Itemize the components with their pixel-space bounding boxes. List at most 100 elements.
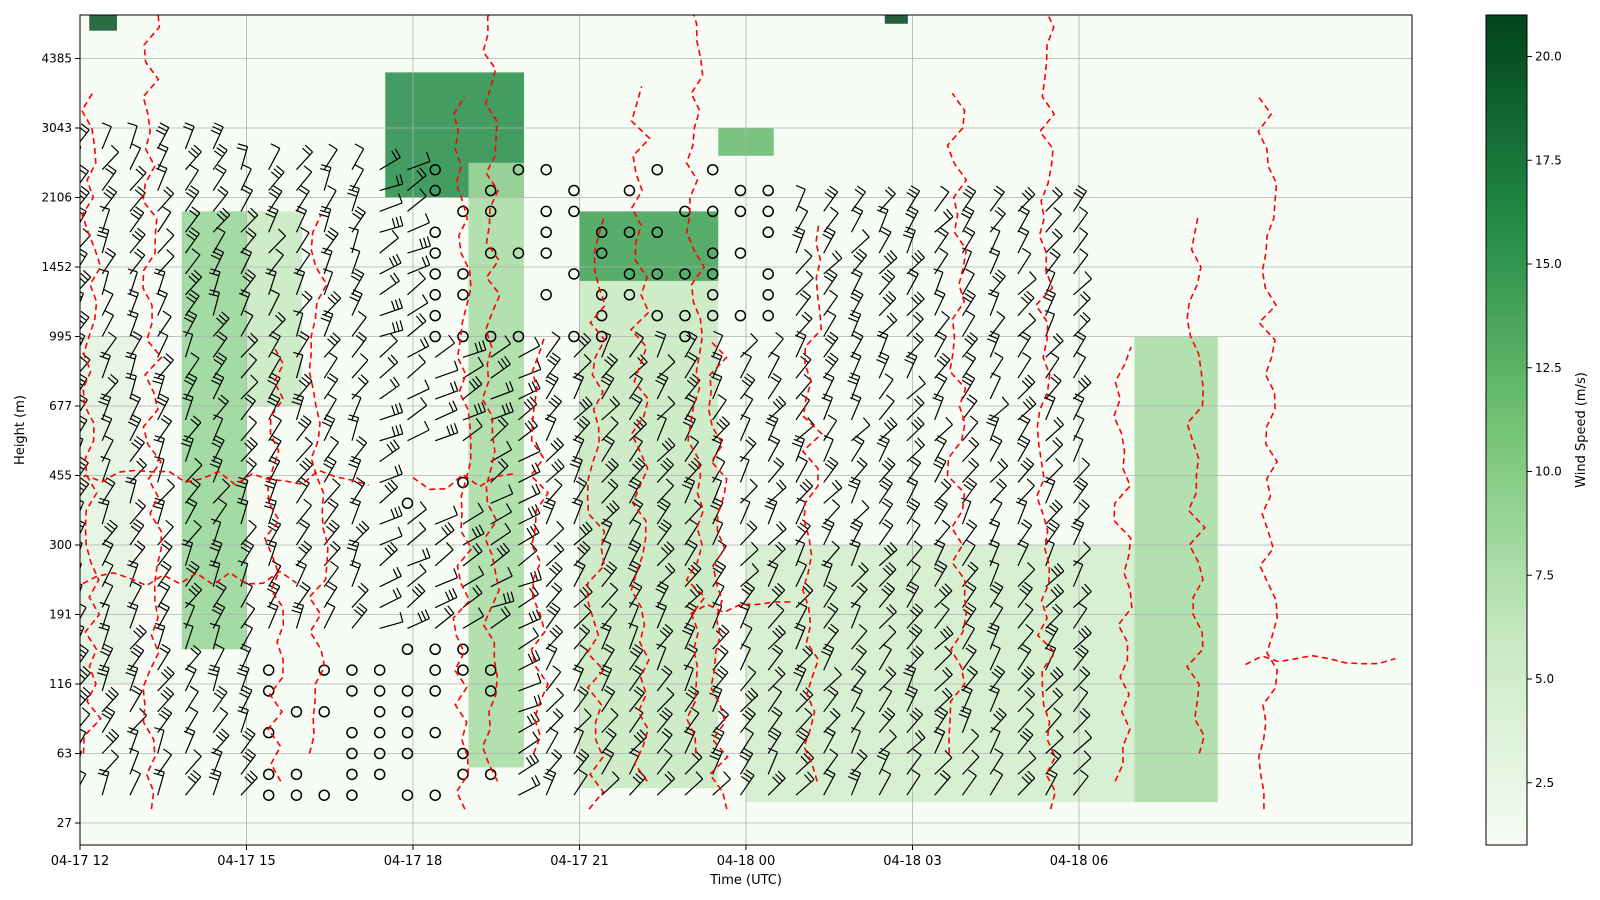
wind-barb	[127, 122, 138, 150]
wind-barb	[323, 227, 339, 254]
calm-circle	[373, 685, 386, 697]
wind-barb	[1073, 541, 1091, 567]
calm-circle	[429, 664, 441, 676]
wind-barb	[767, 435, 781, 462]
calm-circle	[346, 789, 358, 801]
wind-barb	[1045, 352, 1060, 379]
wind-barb	[823, 686, 839, 713]
wind-barb	[656, 707, 673, 734]
calm-circle	[457, 664, 469, 676]
wind-barb	[181, 539, 194, 567]
wind-barb	[739, 373, 756, 400]
calm-circle	[568, 330, 580, 343]
wind-barb	[240, 207, 259, 233]
wind-barb	[961, 310, 976, 337]
wind-barb	[435, 360, 459, 379]
wind-barb	[1017, 226, 1030, 254]
wind-barb	[878, 582, 896, 608]
wind-barb	[710, 497, 724, 525]
calm-circle	[401, 789, 414, 801]
wind-barb	[906, 645, 924, 671]
wind-barb	[906, 185, 921, 212]
wind-barb	[1017, 186, 1036, 212]
wind-barb	[934, 330, 947, 358]
wind-barb	[80, 644, 89, 664]
wind-barb	[320, 309, 334, 337]
wind-barb	[1073, 271, 1092, 296]
calm-circle	[290, 789, 303, 801]
calm-circle	[734, 309, 747, 322]
calm-circle	[568, 184, 580, 197]
wind-barb	[490, 503, 512, 525]
wind-barb	[19, 290, 30, 316]
wind-barb	[961, 185, 977, 212]
wind-barb	[850, 749, 868, 775]
wind-barb	[573, 415, 591, 442]
wind-barb	[1045, 583, 1065, 608]
wind-barb	[351, 374, 369, 400]
wind-barb	[934, 416, 953, 442]
wind-barb	[47, 144, 59, 170]
wind-barb	[490, 355, 511, 379]
wind-barb	[850, 644, 867, 671]
calm-circle	[401, 685, 414, 697]
wind-barb	[323, 393, 337, 421]
wind-barb	[351, 602, 368, 629]
wind-barb	[129, 685, 143, 713]
wind-barb	[767, 479, 787, 504]
wind-barb	[295, 185, 310, 212]
wind-barb	[184, 289, 200, 316]
wind-barb	[739, 414, 751, 441]
wind-barb	[905, 581, 920, 608]
wind-barb	[268, 165, 285, 191]
wind-barb	[906, 497, 921, 525]
calm-circle	[457, 205, 469, 218]
wind-barb	[184, 415, 202, 442]
wind-barb	[961, 331, 979, 358]
wind-barb	[1072, 185, 1087, 212]
wind-barb	[155, 393, 170, 421]
wind-barb	[1045, 457, 1064, 483]
wind-barb	[379, 272, 400, 296]
wind-barb	[490, 381, 514, 400]
wind-barb	[1017, 331, 1032, 358]
wind-barb	[795, 560, 808, 587]
wind-barb	[878, 249, 898, 275]
calm-circle	[346, 685, 358, 697]
wind-barb	[823, 268, 838, 296]
wind-barb	[19, 353, 32, 379]
wind-barb	[490, 440, 513, 463]
wind-barb	[989, 560, 1000, 587]
wind-barb	[80, 164, 89, 184]
wind-barb	[656, 478, 674, 504]
wind-barb	[961, 477, 978, 504]
wind-barb	[0, 644, 1, 670]
x-tick-label: 04-17 21	[550, 854, 608, 869]
wind-barb	[211, 602, 226, 629]
wind-barb	[1017, 271, 1037, 296]
wind-barb	[240, 394, 256, 421]
wind-barb	[1073, 729, 1093, 754]
wind-barb	[933, 456, 947, 483]
wind-barb	[47, 374, 60, 400]
wind-barb	[268, 311, 286, 337]
wind-barb	[740, 541, 759, 567]
wind-barb	[518, 542, 538, 567]
wind-barb	[684, 331, 698, 358]
wind-barb	[545, 331, 561, 358]
wind-barb	[961, 644, 977, 671]
wind-barb	[80, 499, 85, 513]
wind-barb	[127, 289, 139, 316]
wind-barb	[182, 393, 194, 421]
wind-barb	[351, 206, 366, 233]
wind-barb	[1045, 373, 1062, 400]
wind-barb	[184, 644, 202, 671]
calm-circle	[512, 163, 525, 176]
colorbar-tick-label: 10.0	[1535, 465, 1562, 479]
wind-barb	[712, 416, 730, 442]
wind-barb	[0, 250, 8, 274]
wind-barb	[129, 435, 145, 462]
wind-barb	[518, 359, 542, 379]
wind-barb	[850, 457, 868, 483]
